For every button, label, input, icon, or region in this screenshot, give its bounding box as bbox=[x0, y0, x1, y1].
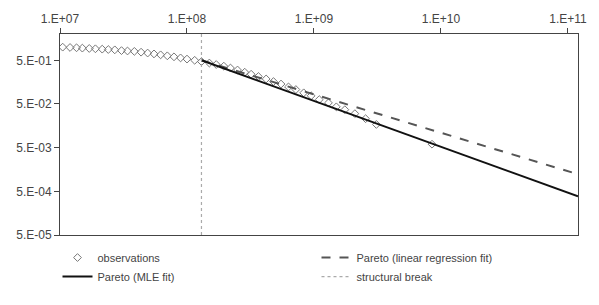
svg-text:1.E+08: 1.E+08 bbox=[168, 12, 207, 26]
svg-text:Pareto (linear regression fit): Pareto (linear regression fit) bbox=[357, 252, 493, 264]
svg-text:Pareto (MLE fit): Pareto (MLE fit) bbox=[98, 271, 175, 283]
svg-text:1.E+07: 1.E+07 bbox=[41, 12, 80, 26]
svg-text:5.E-04: 5.E-04 bbox=[16, 185, 52, 199]
svg-text:5.E-02: 5.E-02 bbox=[16, 97, 52, 111]
svg-text:5.E-05: 5.E-05 bbox=[16, 228, 52, 242]
svg-text:structural break: structural break bbox=[357, 271, 433, 283]
svg-text:1.E+09: 1.E+09 bbox=[295, 12, 334, 26]
svg-text:5.E-01: 5.E-01 bbox=[16, 54, 52, 68]
svg-text:1.E+11: 1.E+11 bbox=[549, 12, 587, 26]
svg-text:1.E+10: 1.E+10 bbox=[422, 12, 461, 26]
svg-text:observations: observations bbox=[98, 252, 161, 264]
svg-text:5.E-03: 5.E-03 bbox=[16, 141, 52, 155]
